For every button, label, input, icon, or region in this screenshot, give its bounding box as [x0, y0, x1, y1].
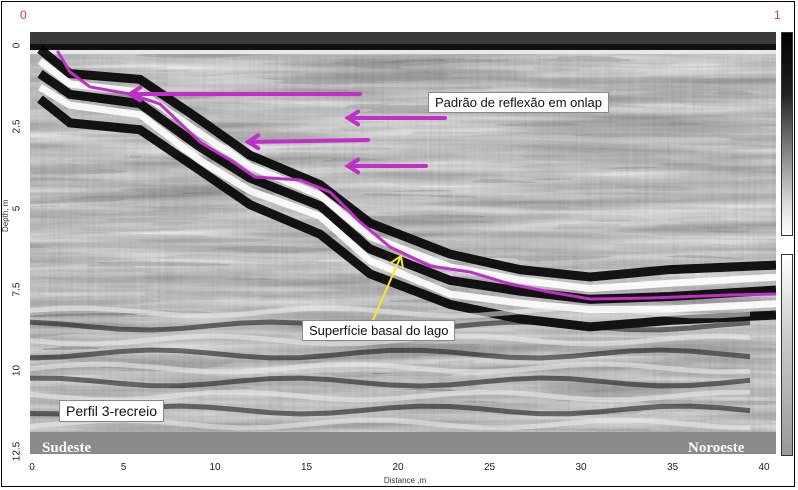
reflection-band: [37, 45, 776, 282]
y-tick-label: 7.5: [11, 282, 23, 297]
reflection-band: [30, 347, 751, 361]
y-tick-label: 12.5: [11, 441, 23, 462]
basal-pointer-arrow-head: [390, 254, 404, 269]
onlap-arrow-head: [244, 133, 261, 151]
x-tick-label: 25: [483, 462, 496, 473]
colorbar-scale-bottom: [781, 254, 793, 456]
reflection-band: [30, 333, 751, 347]
y-tick-label: 0: [11, 42, 23, 49]
colorbar-scale-top: [781, 32, 793, 236]
corner-label-left: 0: [20, 8, 27, 22]
y-tick-label: 2.5: [11, 119, 23, 134]
interpretation-lines: [56, 50, 776, 321]
x-tick-label: 40: [758, 462, 770, 473]
reflection-band: [30, 389, 751, 403]
x-tick-label: 5: [120, 462, 127, 473]
onlap-arrow: [246, 138, 370, 144]
reflection-bands: [30, 45, 776, 431]
y-axis-label: Depth, m: [1, 199, 10, 232]
onlap-arrow-head: [344, 109, 361, 127]
x-axis-label: Distance ,m: [383, 476, 427, 485]
direction-southeast: Sudeste: [42, 440, 92, 456]
radargram-svg: [30, 32, 776, 454]
onlap-arrow-head: [344, 157, 361, 175]
onlap-label: Padrão de reflexão em onlap: [428, 92, 609, 113]
basal-pointer-arrow: [372, 255, 402, 321]
profile-label: Perfil 3-recreio: [59, 400, 165, 422]
x-tick-label: 30: [575, 462, 587, 473]
x-tick-label: 10: [209, 462, 221, 473]
reflection-band: [37, 58, 776, 293]
radargram-panel: [30, 32, 776, 454]
x-tick-label: 15: [300, 462, 313, 473]
x-tick-label: 20: [392, 462, 404, 473]
basal-surface-label: Superfície basal do lago: [302, 320, 456, 341]
x-tick-label: 35: [666, 462, 679, 473]
y-tick-label: 10: [11, 364, 23, 377]
direction-northwest: Noroeste: [688, 440, 745, 456]
corner-label-right: 1: [774, 8, 781, 22]
reflection-band: [30, 375, 751, 389]
x-tick-label: 0: [29, 462, 35, 473]
onlap-arrow-head: [126, 85, 143, 103]
reflection-band: [30, 361, 751, 375]
reflection-band: [30, 305, 751, 319]
y-tick-label: 5: [11, 205, 23, 212]
